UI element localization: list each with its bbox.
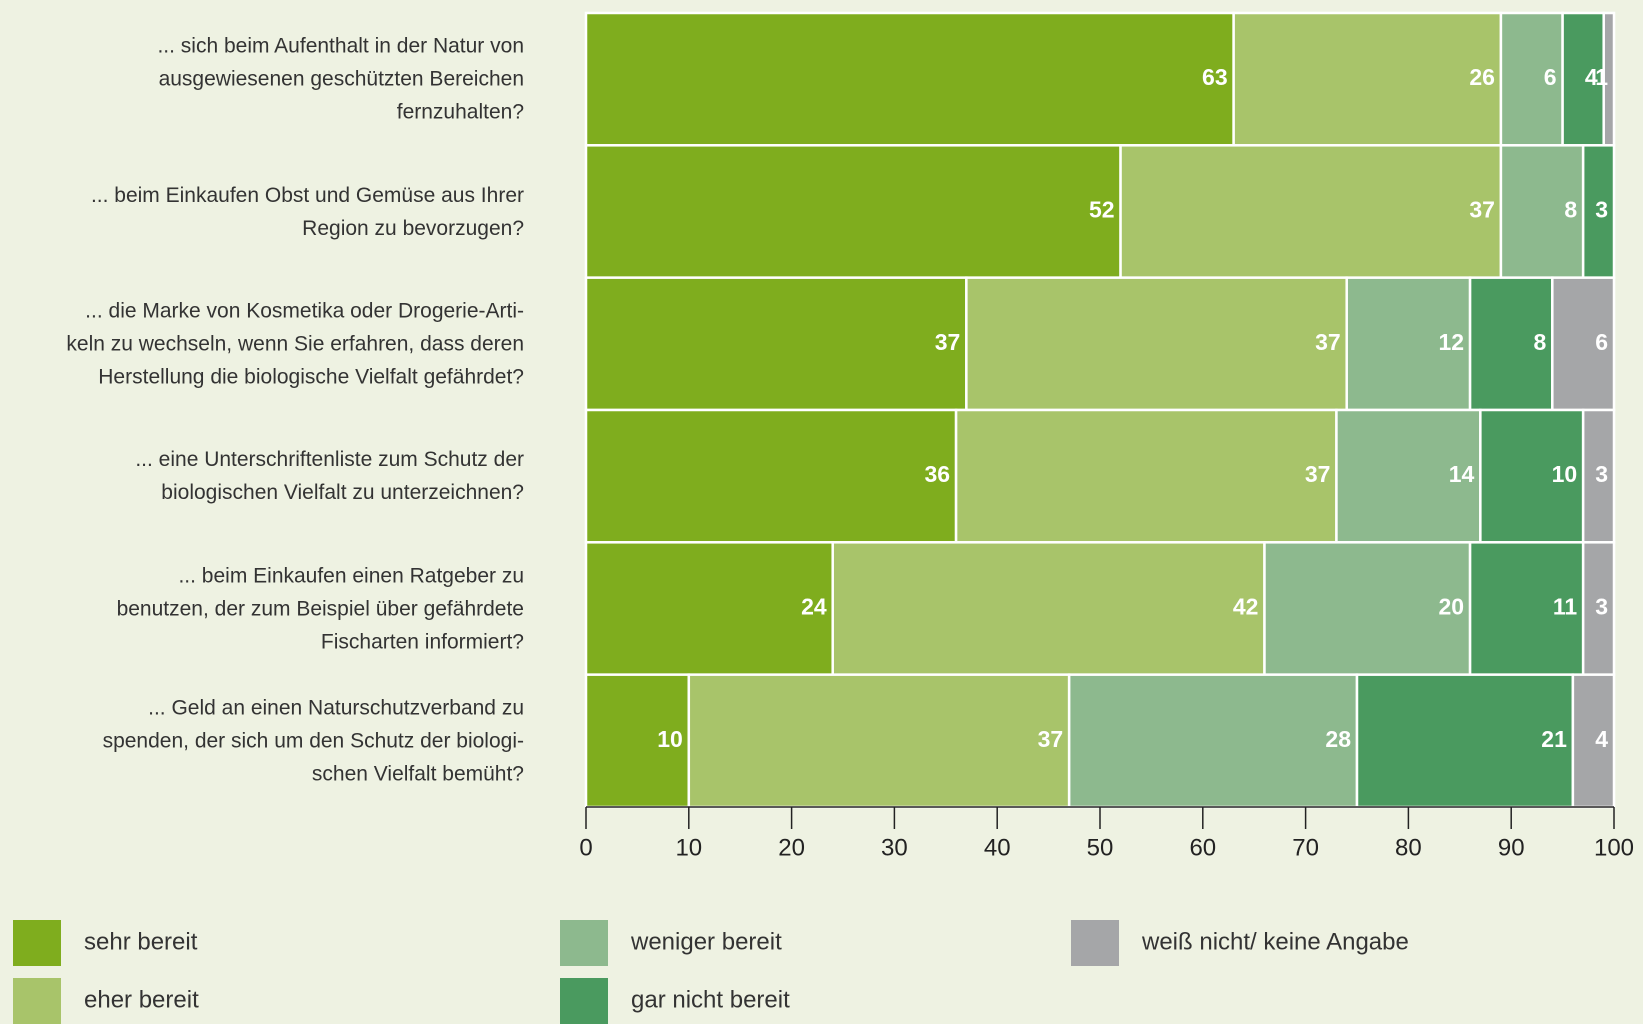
value-label: 28	[1325, 726, 1351, 752]
bar-segment	[965, 276, 1348, 412]
legend-label: weiß nicht/ keine Angabe	[1141, 928, 1409, 955]
bar-segment	[1499, 11, 1564, 147]
legend-label: gar nicht bereit	[631, 986, 790, 1013]
value-label: 6	[1595, 329, 1608, 355]
legend-swatch	[13, 978, 61, 1024]
legend-swatch	[560, 920, 608, 966]
bar-segment	[954, 408, 1338, 544]
category-label: ... beim Einkaufen einen Ratgeber zu ben…	[116, 564, 524, 653]
legend-swatch	[13, 920, 61, 966]
legend-label: sehr bereit	[84, 928, 198, 955]
bar-segment	[1468, 541, 1585, 676]
value-label: 37	[935, 329, 961, 355]
value-label: 6	[1544, 64, 1557, 90]
bar-segment	[584, 276, 968, 412]
x-tick-label: 60	[1189, 834, 1216, 861]
x-tick-label: 40	[984, 834, 1011, 861]
value-label: 3	[1595, 197, 1608, 223]
bar-segment	[1479, 408, 1585, 544]
legend-swatch	[1071, 920, 1119, 966]
legend-swatch	[560, 978, 608, 1024]
value-label: 26	[1469, 64, 1495, 90]
bar-segment	[1468, 276, 1554, 412]
value-label: 10	[1552, 461, 1578, 487]
value-label: 4	[1595, 726, 1608, 752]
value-label: 21	[1541, 726, 1567, 752]
bar-segment	[584, 408, 958, 544]
value-label: 8	[1534, 329, 1547, 355]
bar-segment	[831, 541, 1266, 676]
bar-segment	[1499, 144, 1585, 279]
value-label: 8	[1564, 197, 1577, 223]
bar-segment	[1119, 144, 1503, 279]
category-label: ... eine Unterschriftenliste zum Schutz …	[135, 448, 524, 505]
value-label: 20	[1438, 594, 1464, 620]
bar-segment	[584, 11, 1235, 147]
value-label: 11	[1553, 594, 1578, 620]
value-label: 12	[1438, 329, 1464, 355]
bar-segment	[1263, 541, 1472, 676]
x-tick-label: 90	[1498, 834, 1525, 861]
value-label: 52	[1089, 197, 1115, 223]
legend-label: weniger bereit	[630, 928, 782, 955]
value-label: 37	[1469, 197, 1495, 223]
x-tick-label: 10	[675, 834, 702, 861]
bar-segment	[1581, 144, 1616, 279]
value-label: 10	[657, 726, 683, 752]
value-label: 4	[1585, 64, 1598, 90]
category-label: ... beim Einkaufen Obst und Gemüse aus I…	[90, 183, 524, 240]
bar-segment	[584, 144, 1122, 279]
bar-segment	[1232, 11, 1503, 147]
x-tick-label: 30	[881, 834, 908, 861]
x-tick-label: 0	[579, 834, 592, 861]
value-label: 37	[1305, 461, 1331, 487]
value-label: 3	[1595, 594, 1608, 620]
value-label: 36	[924, 461, 950, 487]
value-label: 14	[1449, 461, 1475, 487]
x-tick-label: 50	[1087, 834, 1114, 861]
category-label: ... Geld an einen Naturschutzverband zu …	[102, 696, 524, 786]
value-label: 42	[1233, 594, 1259, 620]
category-label: ... die Marke von Kosmetika oder Drogeri…	[66, 299, 524, 389]
value-label: 37	[1315, 329, 1341, 355]
x-tick-label: 100	[1594, 834, 1634, 861]
x-tick-label: 80	[1395, 834, 1422, 861]
value-label: 3	[1595, 461, 1608, 487]
bar-segment	[1067, 673, 1359, 809]
bar-segment	[584, 541, 834, 676]
value-label: 37	[1038, 726, 1064, 752]
value-label: 24	[801, 594, 827, 620]
value-label: 63	[1202, 64, 1228, 90]
category-label: ... sich beim Aufenthalt in der Natur vo…	[157, 34, 524, 124]
value-label: 1	[1595, 64, 1608, 90]
x-tick-label: 20	[778, 834, 805, 861]
x-tick-label: 70	[1292, 834, 1319, 861]
bar-segment	[687, 673, 1071, 809]
legend-label: eher bereit	[84, 986, 199, 1013]
